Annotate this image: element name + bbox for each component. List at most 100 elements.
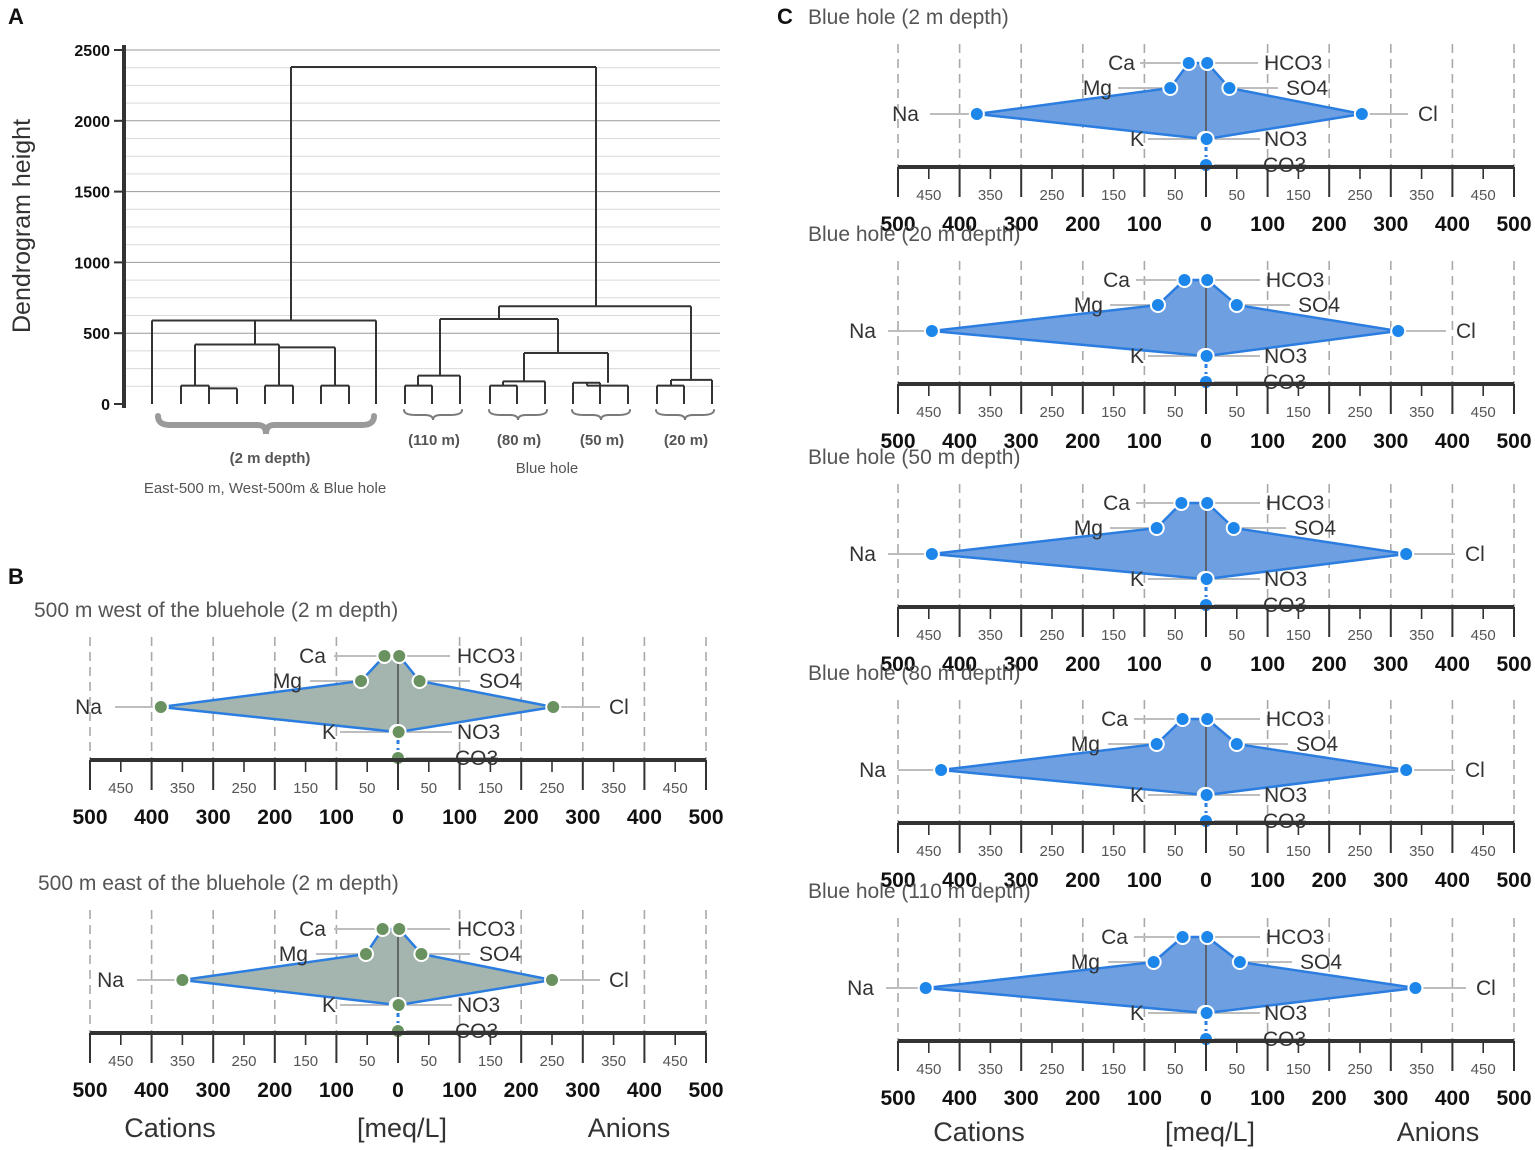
axis-major-label: 100 [442, 806, 477, 829]
axis-minor-label: 50 [1167, 627, 1184, 644]
axis-major-label: 200 [257, 1079, 292, 1102]
axis-major-label: 100 [1127, 430, 1162, 453]
axis-major-label: 100 [1250, 430, 1285, 453]
sample-title: Blue hole (20 m depth) [808, 223, 1020, 246]
axis-minor-label: 150 [293, 1053, 318, 1070]
axis-major-label: 100 [1127, 869, 1162, 892]
axis-major-label: 200 [504, 806, 539, 829]
axis-major-label: 200 [1065, 213, 1100, 236]
axis-major-label: 400 [1435, 1087, 1470, 1110]
point-so4 [413, 946, 430, 962]
point-so4 [1225, 520, 1242, 536]
point-na [152, 699, 169, 715]
axis-minor-label: 150 [478, 1053, 503, 1070]
y-tick-label: 1500 [74, 185, 110, 202]
axis-major-label: 400 [942, 1087, 977, 1110]
axis-major-label: 300 [196, 806, 231, 829]
label-mg: Mg [273, 670, 302, 693]
label-k: K [322, 721, 336, 744]
axis-minor-label: 150 [1286, 627, 1311, 644]
point-cl [1353, 106, 1370, 122]
label-no3: NO3 [1264, 568, 1307, 591]
axis-minor-label: 250 [1039, 187, 1064, 204]
label-na: Na [847, 977, 874, 1000]
label-cl: Cl [609, 969, 629, 992]
label-no3: NO3 [1264, 784, 1307, 807]
bracket-80m [488, 409, 548, 421]
point-cl [1398, 762, 1415, 778]
anions-axis-title: Anions [588, 1113, 671, 1143]
axis-major-label: 500 [1496, 653, 1531, 676]
stiff-shape [940, 717, 1407, 797]
axis-minor-label: 50 [1167, 404, 1184, 421]
point-ca [1174, 711, 1191, 727]
point-cl [1390, 323, 1407, 339]
point-no3 [1198, 131, 1215, 147]
label-k: K [1130, 568, 1144, 591]
axis-minor-label: 250 [1347, 627, 1372, 644]
axis-minor-label: 250 [1347, 843, 1372, 860]
label-na: Na [849, 320, 876, 343]
sample-title: 500 m west of the bluehole (2 m depth) [34, 599, 398, 622]
axis-minor-label: 350 [170, 1053, 195, 1070]
sample-title: Blue hole (2 m depth) [808, 6, 1009, 29]
axis-major-label: 100 [319, 1079, 354, 1102]
axis-major-label: 300 [1004, 430, 1039, 453]
label-ca: Ca [299, 645, 326, 668]
label-so4: SO4 [479, 670, 521, 693]
axis-major-label: 400 [942, 430, 977, 453]
group-label: (50 m) [580, 432, 624, 449]
axis-minor-label: 450 [1471, 1061, 1496, 1078]
axis-minor-label: 450 [663, 780, 688, 797]
axis-major-label: 0 [392, 806, 404, 829]
axis-minor-label: 450 [1471, 627, 1496, 644]
bracket-20m [655, 409, 715, 421]
axis-minor-label: 450 [916, 187, 941, 204]
point-mg [1148, 520, 1165, 536]
point-cl [544, 972, 560, 988]
point-na [174, 972, 191, 988]
axis-major-label: 100 [1250, 1087, 1285, 1110]
label-na: Na [859, 759, 886, 782]
point-no3 [1198, 348, 1215, 364]
axis-minor-label: 250 [1039, 1061, 1064, 1078]
axis-minor-label: 50 [1228, 843, 1245, 860]
axis-minor-label: 50 [420, 780, 437, 797]
axis-minor-label: 150 [1101, 187, 1126, 204]
panel-label-a: A [8, 4, 24, 29]
axis-minor-label: 150 [478, 780, 503, 797]
group-label: (80 m) [497, 432, 541, 449]
group-label: (20 m) [664, 432, 708, 449]
axis-major-label: 100 [1127, 213, 1162, 236]
axis-minor-label: 150 [293, 780, 318, 797]
axis-minor-label: 250 [1039, 843, 1064, 860]
point-ca [1180, 55, 1197, 71]
axis-major-label: 400 [134, 806, 169, 829]
stiff-panel-b: 500 m west of the bluehole (2 m depth) Na… [34, 599, 724, 1143]
axis-minor-label: 50 [359, 780, 376, 797]
axis-minor-label: 450 [1471, 187, 1496, 204]
axis-major-label: 0 [1200, 653, 1212, 676]
point-hco3 [1199, 929, 1216, 945]
point-so4 [1228, 736, 1245, 752]
point-na [917, 980, 934, 996]
axis-major-label: 200 [1065, 653, 1100, 676]
axis-major-label: 200 [257, 806, 292, 829]
stiff-diagram: 500 m west of the bluehole (2 m depth) Na… [34, 599, 724, 829]
axis-minor-label: 150 [1101, 627, 1126, 644]
stiff-shape [925, 935, 1416, 1015]
point-ca [374, 921, 391, 937]
axis-minor-label: 350 [1409, 843, 1434, 860]
axis-minor-label: 50 [1228, 1061, 1245, 1078]
axis-minor-label: 250 [1347, 1061, 1372, 1078]
point-hco3 [1199, 272, 1216, 288]
point-no3 [1198, 787, 1215, 803]
label-na: Na [892, 103, 919, 126]
axis-minor-label: 250 [539, 1053, 564, 1070]
point-mg [1149, 297, 1166, 313]
point-hco3 [1199, 711, 1216, 727]
axis-minor-label: 250 [231, 780, 256, 797]
axis-major-label: 300 [1004, 213, 1039, 236]
